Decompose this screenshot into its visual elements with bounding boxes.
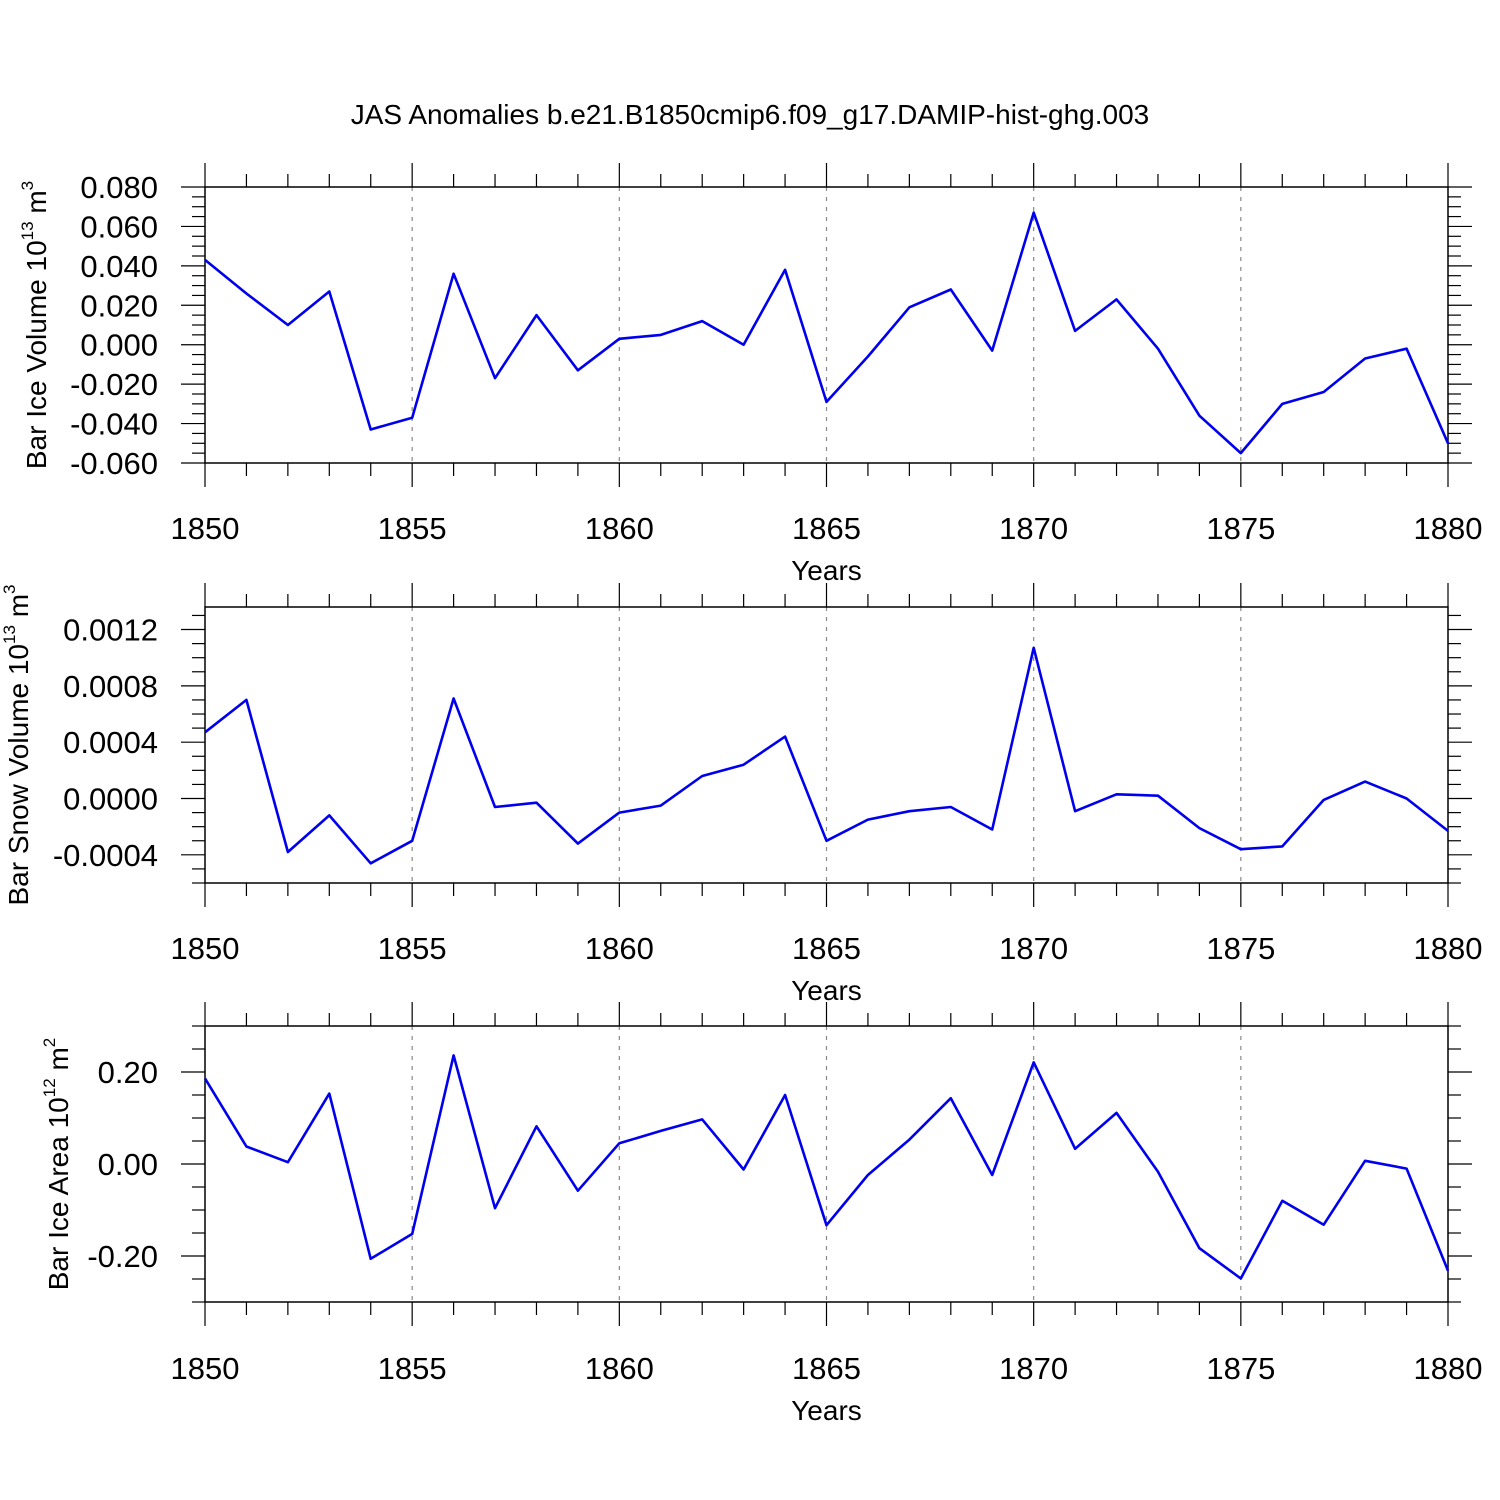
y-axis-title: Bar Ice Volume 1013 m3 [18, 181, 52, 469]
y-tick-label: 0.0008 [63, 669, 158, 704]
panel-3: -0.20 0.00 0.20 1850 1855 1860 1865 1870 1875 188… [40, 1002, 1482, 1426]
x-tick-label: 1850 [171, 1351, 240, 1386]
x-tick-label: 1875 [1206, 511, 1275, 546]
x-tick-label: 1865 [792, 511, 861, 546]
panels: -0.060 -0.040 -0.020 0.000 0.020 0.040 0.060 0.… [0, 163, 1482, 1426]
x-tick-label: 1875 [1206, 931, 1275, 966]
y-tick-label: 0.080 [80, 170, 158, 205]
x-axis-title: Years [791, 555, 862, 586]
y-tick-label: 0.0004 [63, 725, 158, 760]
y-tick-label: -0.060 [70, 446, 158, 481]
x-axis-title: Years [791, 1395, 862, 1426]
x-tick-label: 1855 [378, 511, 447, 546]
y-tick-label: -0.0004 [53, 838, 158, 873]
y-tick-label: -0.020 [70, 367, 158, 402]
y-tick-label: -0.040 [70, 407, 158, 442]
y-tick-label: 0.20 [98, 1055, 158, 1090]
y-tick-label: 0.060 [80, 209, 158, 244]
x-tick-label: 1880 [1414, 931, 1483, 966]
y-tick-label: 0.00 [98, 1147, 158, 1182]
x-tick-label: 1850 [171, 931, 240, 966]
y-tick-label: 0.020 [80, 288, 158, 323]
y-tick-label: 0.040 [80, 249, 158, 284]
x-tick-label: 1865 [792, 1351, 861, 1386]
x-tick-label: 1860 [585, 931, 654, 966]
x-tick-label: 1870 [999, 511, 1068, 546]
y-tick-label: 0.000 [80, 328, 158, 363]
panel-2: -0.0004 0.0000 0.0004 0.0008 0.0012 1850 1855 1… [0, 583, 1482, 1006]
x-tick-label: 1850 [171, 511, 240, 546]
y-axis-title: Bar Ice Area 1012 m2 [40, 1038, 74, 1291]
x-tick-label: 1860 [585, 1351, 654, 1386]
x-tick-label: 1870 [999, 931, 1068, 966]
x-tick-label: 1865 [792, 931, 861, 966]
series-line [204, 211, 1450, 455]
panel-1: -0.060 -0.040 -0.020 0.000 0.020 0.040 0.060 0.… [18, 163, 1482, 586]
x-axis-title: Years [791, 975, 862, 1006]
y-tick-label: -0.20 [87, 1239, 158, 1274]
series-line [203, 1054, 1450, 1280]
x-tick-label: 1855 [378, 1351, 447, 1386]
y-axis-title: Bar Snow Volume 1013 m3 [0, 585, 34, 906]
x-tick-label: 1875 [1206, 1351, 1275, 1386]
x-tick-label: 1870 [999, 1351, 1068, 1386]
x-tick-label: 1880 [1414, 511, 1483, 546]
y-tick-label: 0.0000 [63, 782, 158, 817]
x-tick-label: 1880 [1414, 1351, 1483, 1386]
x-tick-label: 1855 [378, 931, 447, 966]
x-tick-label: 1860 [585, 511, 654, 546]
y-tick-label: 0.0012 [63, 613, 158, 648]
series-line [204, 646, 1449, 865]
figure-title: JAS Anomalies b.e21.B1850cmip6.f09_g17.D… [351, 99, 1149, 130]
